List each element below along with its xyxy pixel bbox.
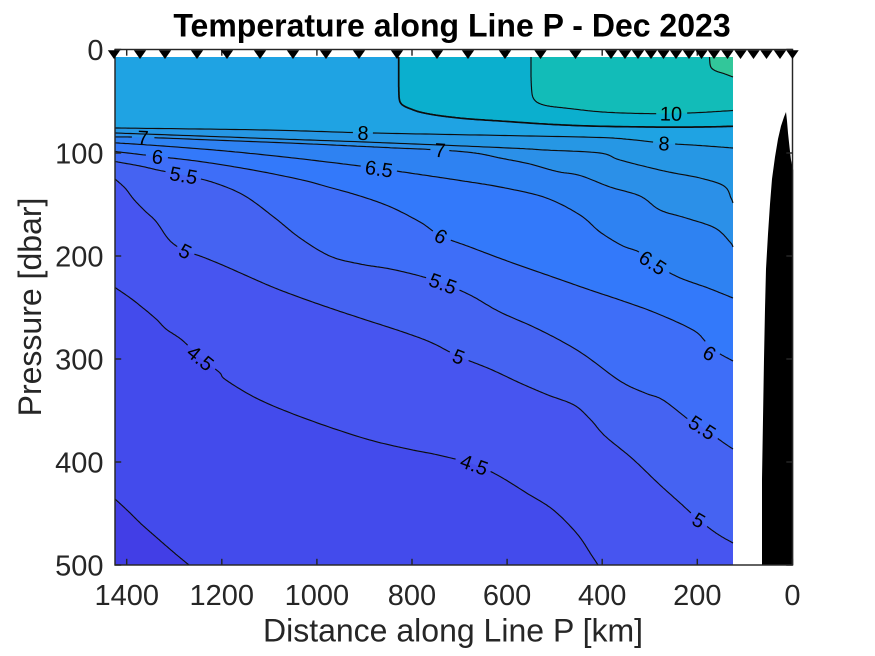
svg-text:600: 600 [483, 580, 531, 612]
svg-text:1000: 1000 [285, 580, 350, 612]
svg-text:300: 300 [55, 345, 103, 377]
svg-text:7: 7 [434, 140, 447, 163]
svg-text:200: 200 [55, 242, 103, 274]
svg-text:5.5: 5.5 [168, 163, 199, 189]
svg-text:0: 0 [784, 580, 800, 612]
svg-text:400: 400 [55, 448, 103, 480]
svg-text:1200: 1200 [190, 580, 255, 612]
svg-text:10: 10 [660, 104, 683, 126]
svg-text:100: 100 [55, 139, 103, 171]
svg-text:8: 8 [357, 123, 369, 145]
svg-text:Temperature along Line P - Dec: Temperature along Line P - Dec 2023 [173, 8, 730, 44]
svg-text:1400: 1400 [94, 580, 159, 612]
svg-text:800: 800 [388, 580, 436, 612]
svg-text:6.5: 6.5 [364, 157, 395, 183]
svg-text:8: 8 [658, 133, 670, 156]
svg-text:0: 0 [87, 35, 103, 67]
svg-text:200: 200 [673, 580, 721, 612]
svg-text:Distance along Line P [km]: Distance along Line P [km] [263, 613, 643, 649]
svg-text:500: 500 [55, 551, 103, 583]
svg-text:7: 7 [137, 127, 149, 150]
svg-text:Pressure [dbar]: Pressure [dbar] [12, 198, 48, 417]
svg-text:400: 400 [578, 580, 626, 612]
svg-text:6: 6 [151, 146, 164, 169]
